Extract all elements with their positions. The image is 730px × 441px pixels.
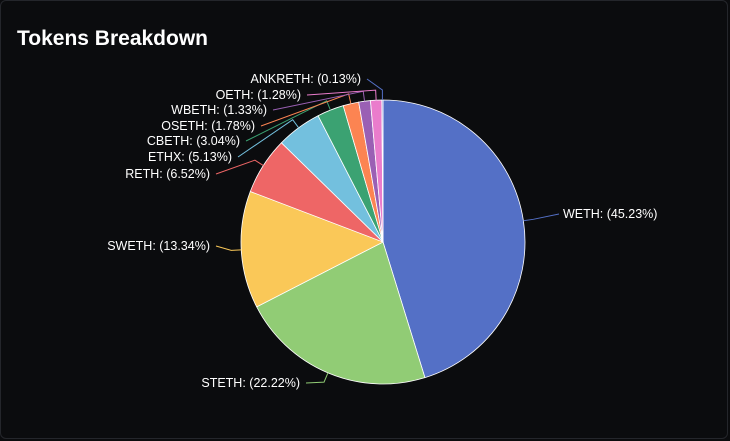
- leader-line-ethx: [237, 119, 300, 158]
- slice-labels: WETH: (45.23%) STETH: (22.22%) SWETH: (13.…: [107, 72, 657, 390]
- slice-label-reth: RETH: (6.52%): [125, 167, 210, 181]
- slice-label-ethx: ETHX: (5.13%): [148, 150, 232, 164]
- leader-line-steth: [305, 372, 329, 384]
- slice-label-weth: WETH: (45.23%): [563, 207, 657, 221]
- leader-line-sweth: [215, 245, 242, 251]
- slice-label-wbeth: WBETH: (1.33%): [171, 103, 267, 117]
- slice-label-oeth: OETH: (1.28%): [216, 88, 301, 102]
- pie-slice-weth[interactable]: [382, 99, 526, 379]
- slice-label-steth: STETH: (22.22%): [201, 376, 300, 390]
- pie-slice-sweth[interactable]: [240, 190, 384, 308]
- slice-label-ankreth: ANKRETH: (0.13%): [251, 72, 361, 86]
- pie-slices: [240, 99, 526, 385]
- slice-label-oseth: OSETH: (1.78%): [161, 119, 255, 133]
- leader-line-oeth: [306, 89, 377, 101]
- chart-title: Tokens Breakdown: [17, 27, 208, 50]
- slice-label-sweth: SWETH: (13.34%): [107, 239, 210, 253]
- leader-line-ankreth: [366, 78, 383, 101]
- label-leader-lines: [215, 78, 560, 384]
- leader-line-weth: [523, 213, 560, 222]
- leader-line-cbeth: [245, 100, 331, 142]
- leader-line-reth: [215, 159, 264, 175]
- slice-label-cbeth: CBETH: (3.04%): [147, 134, 240, 148]
